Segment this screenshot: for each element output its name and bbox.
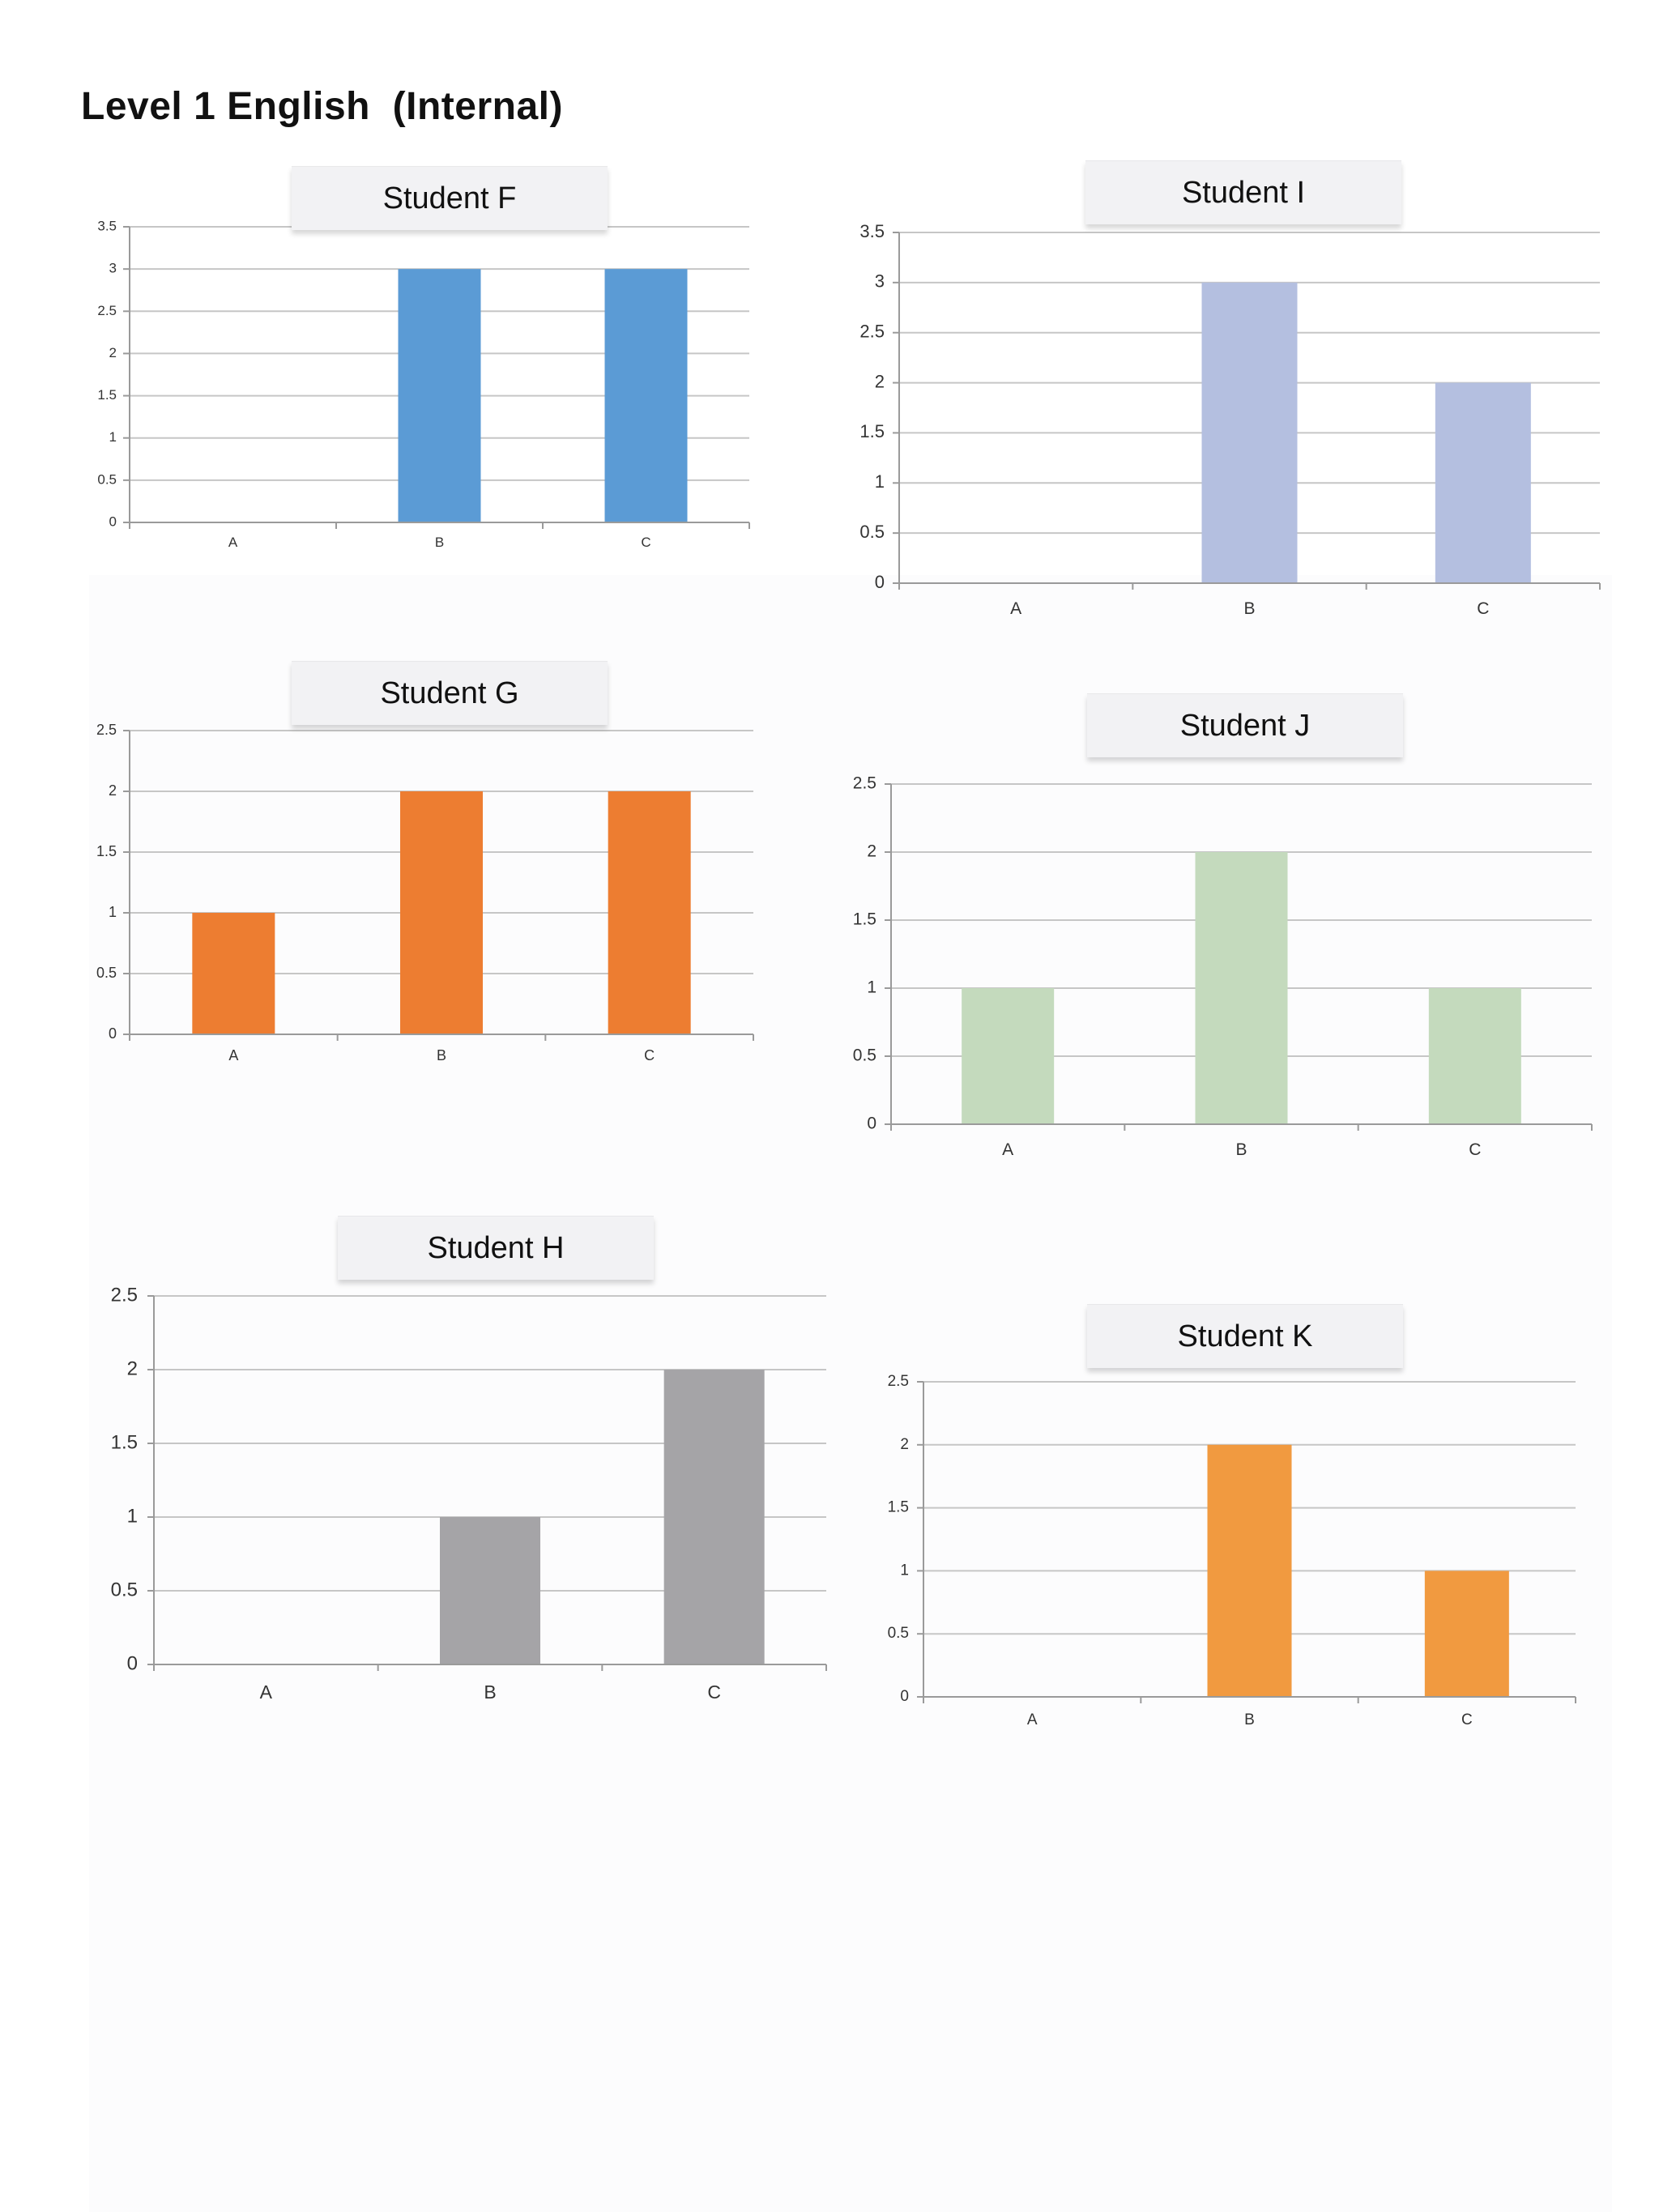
- student-i-y-tick-label: 0: [875, 572, 885, 592]
- student-i-y-tick-label: 2: [875, 371, 885, 391]
- student-f-x-label-a: A: [228, 535, 238, 550]
- student-h-x-label-b: B: [484, 1681, 496, 1703]
- student-f-y-tick-label: 1: [109, 429, 117, 445]
- student-f-bar-c: [604, 269, 688, 522]
- student-f-y-tick-label: 1.5: [97, 387, 117, 403]
- student-k-y-tick-label: 2.5: [888, 1373, 909, 1390]
- chart-student-f: 0 0.5 1 1.5 2 2.5 3 3.5 A B C Student F: [89, 158, 761, 579]
- chart-student-g: 0 0.5 1 1.5 2 2.5 A B C Student G: [89, 656, 761, 1102]
- student-h-y-tick-label: 2.5: [111, 1284, 138, 1306]
- student-h-y-tick-label: 2: [127, 1357, 138, 1379]
- student-g-y-tick-label: 2: [109, 782, 117, 799]
- chart-student-h-plot: 0 0.5 1 1.5 2 2.5 A B C: [111, 1284, 827, 1703]
- page-background: [89, 575, 1612, 2212]
- student-j-y-tick-label: 0: [867, 1115, 876, 1133]
- student-h-y-tick-label: 1.5: [111, 1431, 138, 1453]
- student-g-y-tick-label: 0: [109, 1025, 117, 1042]
- student-j-y-tick-label: 0.5: [853, 1046, 876, 1065]
- student-j-bar-a: [962, 988, 1055, 1124]
- student-i-y-tick-label: 3: [875, 271, 885, 292]
- student-h-y-tick-label: 0.5: [111, 1579, 138, 1600]
- student-f-y-tick-label: 3.5: [97, 218, 117, 233]
- page-title: Level 1 English (Internal): [81, 85, 563, 128]
- student-k-y-tick-label: 1.5: [888, 1499, 909, 1516]
- student-g-y-tick-label: 1.5: [96, 843, 117, 859]
- student-h-x-label-a: A: [260, 1681, 273, 1703]
- student-k-y-tick-label: 2: [900, 1436, 909, 1453]
- student-f-x-label-b: B: [435, 535, 444, 550]
- student-i-y-tick-label: 1.5: [859, 421, 885, 441]
- student-f-bar-b: [398, 269, 481, 522]
- student-j-bar-b: [1195, 852, 1288, 1124]
- student-k-x-label-b: B: [1244, 1711, 1255, 1728]
- chart-student-k-title: Student K: [1087, 1304, 1403, 1368]
- student-f-y-tick-label: 0: [109, 514, 117, 529]
- chart-student-j-plot: 0 0.5 1 1.5 2 2.5 A B C: [853, 774, 1593, 1159]
- student-g-y-tick-label: 0.5: [96, 965, 117, 981]
- student-j-x-label-c: C: [1469, 1140, 1481, 1159]
- student-k-y-tick-label: 1: [900, 1562, 909, 1579]
- student-j-x-label-b: B: [1235, 1140, 1247, 1159]
- chart-student-g-title: Student G: [292, 661, 608, 725]
- chart-student-i-plot: 0 0.5 1 1.5 2 2.5 3 3.5 A B C: [859, 221, 1601, 618]
- student-i-bar-b: [1201, 282, 1298, 583]
- chart-student-i: 0 0.5 1 1.5 2 2.5 3 3.5 A B C Student I: [842, 158, 1612, 644]
- student-j-y-tick-label: 1: [867, 978, 876, 997]
- student-i-bar-c: [1435, 382, 1531, 583]
- student-j-x-label-a: A: [1002, 1140, 1013, 1159]
- student-i-y-tick-label: 2.5: [859, 322, 885, 342]
- student-i-x-label-c: C: [1477, 599, 1489, 618]
- student-j-bar-c: [1428, 988, 1521, 1124]
- student-g-x-label-b: B: [437, 1047, 446, 1063]
- student-f-y-tick-label: 2: [109, 345, 117, 360]
- chart-student-k: 0 0.5 1 1.5 2 2.5 A B C Student K: [859, 1304, 1612, 1758]
- student-j-y-tick-label: 2: [867, 842, 876, 861]
- chart-student-f-title: Student F: [292, 166, 608, 230]
- student-j-y-tick-label: 1.5: [853, 910, 876, 929]
- student-k-bar-b: [1207, 1444, 1292, 1697]
- chart-student-k-plot: 0 0.5 1 1.5 2 2.5 A B C: [888, 1373, 1576, 1728]
- chart-student-j: 0 0.5 1 1.5 2 2.5 A B C Student J: [834, 688, 1612, 1183]
- student-k-y-tick-label: 0: [900, 1688, 909, 1705]
- student-k-bar-c: [1424, 1571, 1509, 1697]
- student-f-x-label-c: C: [641, 535, 650, 550]
- student-i-x-label-a: A: [1010, 599, 1021, 618]
- chart-student-h: 0 0.5 1 1.5 2 2.5 A B C Student H: [89, 1211, 834, 1721]
- student-g-y-tick-label: 2.5: [96, 722, 117, 738]
- student-j-y-tick-label: 2.5: [853, 774, 876, 793]
- chart-student-g-plot: 0 0.5 1 1.5 2 2.5 A B C: [96, 722, 754, 1063]
- student-i-y-tick-label: 3.5: [859, 221, 885, 241]
- student-h-bar-c: [663, 1370, 765, 1664]
- student-g-bar-b: [400, 791, 483, 1034]
- student-i-x-label-b: B: [1243, 599, 1255, 618]
- student-k-x-label-a: A: [1027, 1711, 1038, 1728]
- chart-student-i-title: Student I: [1085, 160, 1401, 224]
- chart-student-h-title: Student H: [338, 1216, 654, 1280]
- student-h-bar-b: [440, 1517, 540, 1664]
- chart-student-j-title: Student J: [1087, 693, 1403, 757]
- student-g-bar-a: [192, 913, 275, 1034]
- student-h-y-tick-label: 1: [127, 1505, 138, 1527]
- student-h-y-tick-label: 0: [127, 1652, 138, 1674]
- student-h-x-label-c: C: [707, 1681, 721, 1703]
- student-k-x-label-c: C: [1461, 1711, 1473, 1728]
- student-g-bar-c: [608, 791, 691, 1034]
- student-i-y-tick-label: 1: [875, 471, 885, 492]
- student-f-y-tick-label: 0.5: [97, 471, 117, 487]
- student-i-y-tick-label: 0.5: [859, 522, 885, 542]
- student-g-y-tick-label: 1: [109, 904, 117, 920]
- student-f-y-tick-label: 2.5: [97, 303, 117, 318]
- student-g-x-label-a: A: [228, 1047, 238, 1063]
- student-g-x-label-c: C: [644, 1047, 655, 1063]
- student-f-y-tick-label: 3: [109, 261, 117, 276]
- student-k-y-tick-label: 0.5: [888, 1625, 909, 1642]
